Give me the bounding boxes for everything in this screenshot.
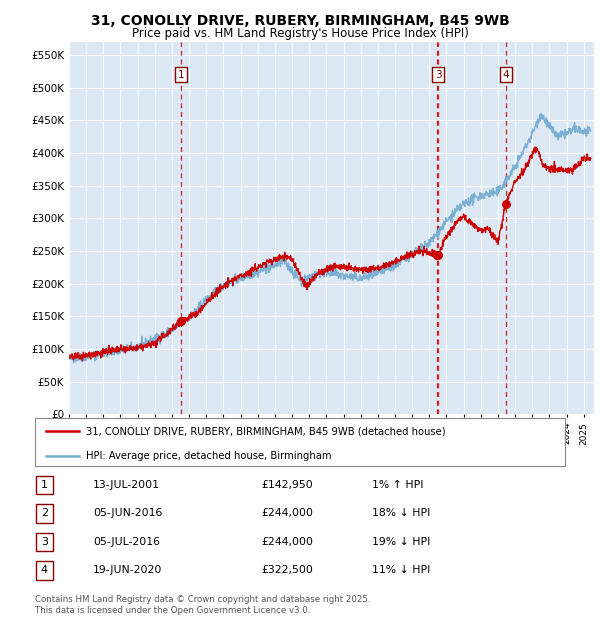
- Text: HPI: Average price, detached house, Birmingham: HPI: Average price, detached house, Birm…: [86, 451, 331, 461]
- Text: £244,000: £244,000: [261, 508, 313, 518]
- Text: 4: 4: [503, 70, 509, 80]
- Text: 3: 3: [41, 537, 48, 547]
- Text: 31, CONOLLY DRIVE, RUBERY, BIRMINGHAM, B45 9WB: 31, CONOLLY DRIVE, RUBERY, BIRMINGHAM, B…: [91, 14, 509, 28]
- Text: 31, CONOLLY DRIVE, RUBERY, BIRMINGHAM, B45 9WB (detached house): 31, CONOLLY DRIVE, RUBERY, BIRMINGHAM, B…: [86, 427, 445, 436]
- Text: £142,950: £142,950: [261, 480, 313, 490]
- Text: 13-JUL-2001: 13-JUL-2001: [93, 480, 160, 490]
- Text: 19% ↓ HPI: 19% ↓ HPI: [372, 537, 430, 547]
- Text: 05-JUL-2016: 05-JUL-2016: [93, 537, 160, 547]
- Text: 11% ↓ HPI: 11% ↓ HPI: [372, 565, 430, 575]
- Text: 2: 2: [41, 508, 48, 518]
- Text: 18% ↓ HPI: 18% ↓ HPI: [372, 508, 430, 518]
- Text: 4: 4: [41, 565, 48, 575]
- Text: 05-JUN-2016: 05-JUN-2016: [93, 508, 163, 518]
- Text: 19-JUN-2020: 19-JUN-2020: [93, 565, 163, 575]
- Text: 1: 1: [178, 70, 184, 80]
- Text: Price paid vs. HM Land Registry's House Price Index (HPI): Price paid vs. HM Land Registry's House …: [131, 27, 469, 40]
- Text: 1: 1: [41, 480, 48, 490]
- Text: Contains HM Land Registry data © Crown copyright and database right 2025.
This d: Contains HM Land Registry data © Crown c…: [35, 595, 370, 614]
- Text: £244,000: £244,000: [261, 537, 313, 547]
- Text: 1% ↑ HPI: 1% ↑ HPI: [372, 480, 424, 490]
- Text: £322,500: £322,500: [261, 565, 313, 575]
- Text: 3: 3: [435, 70, 442, 80]
